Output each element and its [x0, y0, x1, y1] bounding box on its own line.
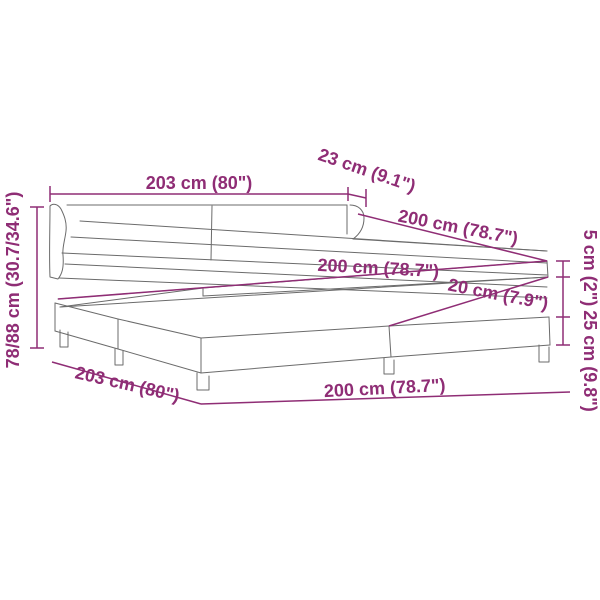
svg-text:5 cm (2"): 5 cm (2"): [580, 230, 600, 307]
svg-text:78/88 cm (30.7/34.6"): 78/88 cm (30.7/34.6"): [3, 192, 23, 369]
svg-text:25 cm (9.8"): 25 cm (9.8"): [580, 310, 600, 412]
svg-text:203 cm (80"): 203 cm (80"): [146, 173, 253, 193]
